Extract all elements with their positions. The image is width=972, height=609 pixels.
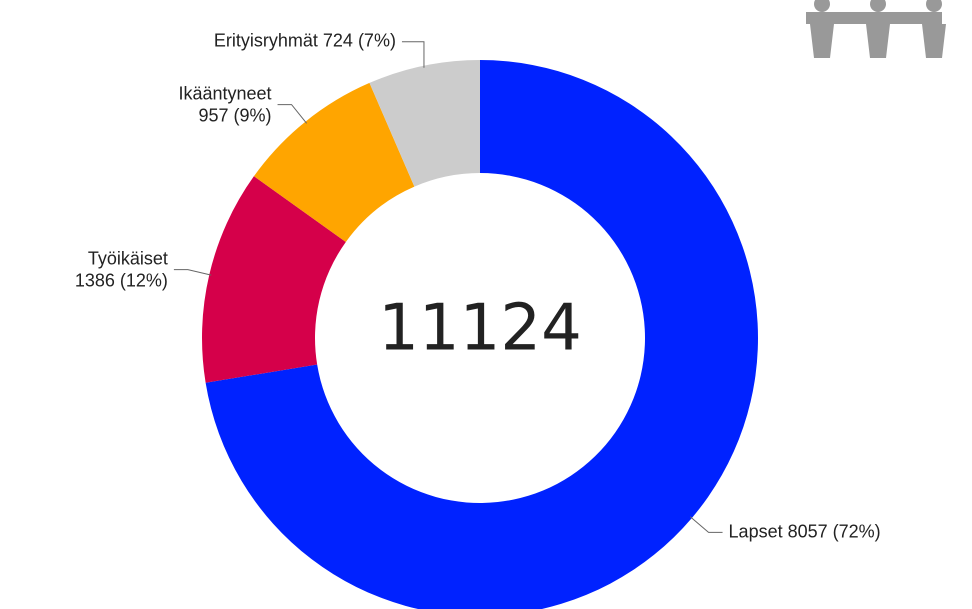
slice-value-label: 1386 (12%)	[75, 270, 168, 290]
slice-category: Lapset	[729, 521, 783, 541]
people-icon	[806, 0, 946, 58]
leader-line	[173, 269, 212, 276]
center-total: 11124	[378, 292, 582, 366]
donut-slice	[205, 60, 758, 609]
leader-line	[689, 516, 723, 533]
slice-value-label: 724 (7%)	[323, 30, 396, 50]
slice-label: Työikäiset 1386 (12%)	[75, 248, 168, 290]
slice-label: Erityisryhmät 724 (7%)	[214, 30, 396, 50]
leader-line	[401, 41, 425, 68]
slice-category: Erityisryhmät	[214, 30, 318, 50]
slice-label: Lapset 8057 (72%)	[729, 521, 881, 541]
donut-slice	[253, 82, 415, 242]
slice-category: Ikääntyneet	[178, 83, 271, 103]
slice-label: Ikääntyneet 957 (9%)	[178, 83, 271, 125]
donut-slice	[369, 60, 480, 187]
slice-category: Työikäiset	[88, 248, 168, 268]
leader-line	[277, 104, 308, 124]
slice-value-label: 957 (9%)	[198, 105, 271, 125]
slice-value-label: 8057 (72%)	[788, 521, 881, 541]
donut-slice	[202, 176, 346, 383]
